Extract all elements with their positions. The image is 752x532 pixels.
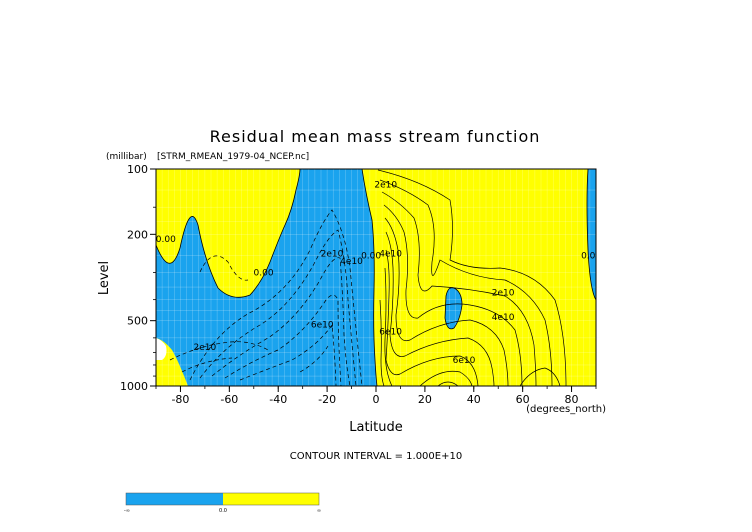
contour-label: 0.00: [361, 251, 381, 261]
zero-contour-cell: [444, 287, 463, 330]
contour-label: 2e10: [194, 343, 217, 353]
zero-contour-main: [361, 169, 378, 386]
positive-contours: [377, 169, 567, 386]
plot-area: 2e100.000.000.000.002e104e104e102e104e10…: [156, 169, 601, 386]
colorbar-label-zero: 0.0: [219, 508, 227, 514]
x-units-label: (degrees_north): [526, 404, 606, 415]
y-axis-label: Level: [97, 261, 112, 295]
contour-label: 0.00: [156, 235, 176, 245]
pos-contour-4: [383, 204, 523, 386]
contour-label: 6e10: [453, 356, 476, 366]
x-tick-label: -40: [269, 393, 287, 406]
y-tick-label: 100: [127, 163, 148, 176]
neg-contour-9: [199, 255, 249, 281]
x-tick-label: 80: [565, 393, 579, 406]
source-file-label: [STRM_RMEAN_1979-04_NCEP.nc]: [157, 152, 309, 162]
contour-labels: 2e100.000.000.000.002e104e104e102e104e10…: [156, 181, 601, 367]
x-tick-label: 40: [467, 393, 481, 406]
zero-contour-west: [156, 169, 301, 298]
neg-contour-8: [299, 345, 329, 373]
y-tick-label: 500: [127, 315, 148, 328]
pos-contour-11: [437, 381, 459, 386]
y-units-label: (millibar): [106, 152, 147, 162]
colorbar-frame: [125, 492, 320, 506]
pos-contour-1: [377, 169, 567, 386]
contour-label: 0.00: [581, 251, 601, 261]
pos-contour-3: [381, 191, 537, 386]
neg-contour-3: [211, 257, 351, 386]
undefined-region: [156, 338, 167, 360]
pos-contour-12: [519, 367, 561, 386]
pos-contour-6: [385, 231, 495, 386]
contour-label: 4e10: [492, 313, 515, 323]
y-tick-label: 200: [127, 228, 148, 241]
colorbar: -∞ 0.0 ∞: [124, 492, 321, 514]
y-tick-label: 1000: [120, 380, 148, 393]
x-tick-label: -80: [171, 393, 189, 406]
colorbar-positive-swatch: [223, 493, 319, 505]
neg-contour-4: [224, 294, 342, 386]
colorbar-negative-swatch: [126, 493, 223, 505]
x-axis-label: Latitude: [349, 420, 403, 435]
contour-label: 4e10: [340, 257, 363, 267]
contour-label: 2e10: [321, 249, 344, 259]
zero-contours: [156, 169, 596, 386]
pos-contour-7: [385, 249, 479, 386]
y-axis: 100 200 500 1000: [120, 163, 156, 393]
x-tick-label: -20: [318, 393, 336, 406]
contour-label: 0.00: [254, 269, 274, 279]
contour-label: 2e10: [492, 288, 515, 298]
pos-contour-2: [379, 179, 553, 386]
x-tick-label: 0: [373, 393, 380, 406]
x-axis: -80 -60 -40 -20 0 20 40 60 80: [155, 386, 597, 406]
negative-region-subtropical: [445, 287, 462, 329]
pos-contour-10: [419, 370, 473, 386]
contour-interval-text: CONTOUR INTERVAL = 1.000E+10: [290, 451, 462, 462]
contour-label: 6e10: [311, 320, 334, 330]
negative-region-south: [156, 169, 377, 386]
pos-contour-5: [384, 217, 509, 386]
x-tick-label: -60: [220, 393, 238, 406]
negative-contours: [169, 209, 363, 386]
zero-contour-north: [586, 169, 596, 301]
colorbar-label-max: ∞: [317, 508, 321, 514]
chart-title: Residual mean mass stream function: [210, 127, 541, 146]
contour-label: 2e10: [374, 181, 397, 191]
x-tick-label: 60: [516, 393, 530, 406]
x-tick-label: 20: [418, 393, 432, 406]
neg-contour-1: [189, 209, 363, 386]
pos-contour-8: [384, 267, 393, 386]
contour-label: 4e10: [379, 249, 402, 259]
grid: [156, 169, 596, 386]
neg-contour-2: [199, 229, 357, 386]
colorbar-label-min: -∞: [124, 508, 130, 514]
pos-contour-9: [379, 299, 385, 386]
contour-label: 6e10: [379, 327, 402, 337]
